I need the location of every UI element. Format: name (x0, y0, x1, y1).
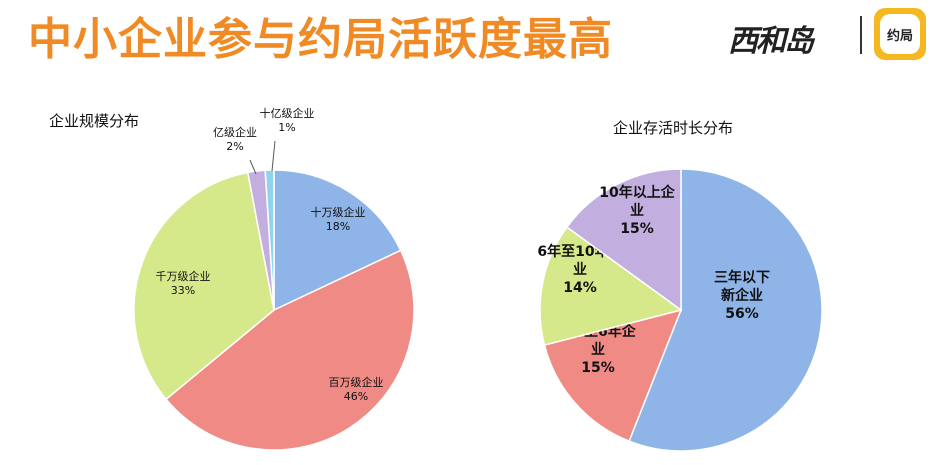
slice-label-0-2: 千万级企业 33% (156, 269, 211, 297)
pie-slice-1-0 (628, 168, 823, 452)
pie-slice-1-1 (543, 308, 683, 443)
pie-slice-0-1 (165, 249, 415, 451)
pie-slice-0-0 (273, 169, 402, 312)
slice-label-0-3: 亿级企业 2% (213, 125, 257, 153)
slice-label-0-1: 百万级企业 46% (329, 375, 384, 403)
brand-divider (860, 16, 862, 54)
chart-title-company-size: 企业规模分布 (49, 112, 140, 130)
brand-logo: 西和岛 (728, 24, 814, 59)
slide-title: 中小企业参与约局活跃度最高 (28, 14, 613, 65)
pie-slice-1-3 (565, 168, 682, 312)
app-logo-label: 约局 (880, 14, 920, 54)
app-logo-icon: 约局 (874, 8, 926, 60)
pie-slice-1-2 (539, 226, 683, 346)
slice-label-1-3: 10年以上企业 15% (599, 184, 675, 237)
chart-title-company-age: 企业存活时长分布 (613, 119, 734, 137)
leader-line-0-4 (271, 140, 276, 172)
leader-line-0-3 (249, 159, 257, 175)
slice-label-1-0: 三年以下新企业 56% (714, 269, 770, 322)
pie-slice-0-4 (264, 169, 275, 311)
slice-label-0-0: 十万级企业 18% (311, 205, 366, 233)
pie-slice-0-2 (133, 171, 275, 401)
pie-chart-company-age: 三年以下新企业56%3年至6年企业15%6年至10年企业14%10年以上企业15… (537, 168, 823, 452)
pie-chart-company-size: 十万级企业 18% 百万级企业 46% 千万级企业 33% 亿级企业 2%十亿级企业 1% (133, 106, 415, 451)
slice-label-0-4: 十亿级企业 1% (260, 106, 315, 134)
